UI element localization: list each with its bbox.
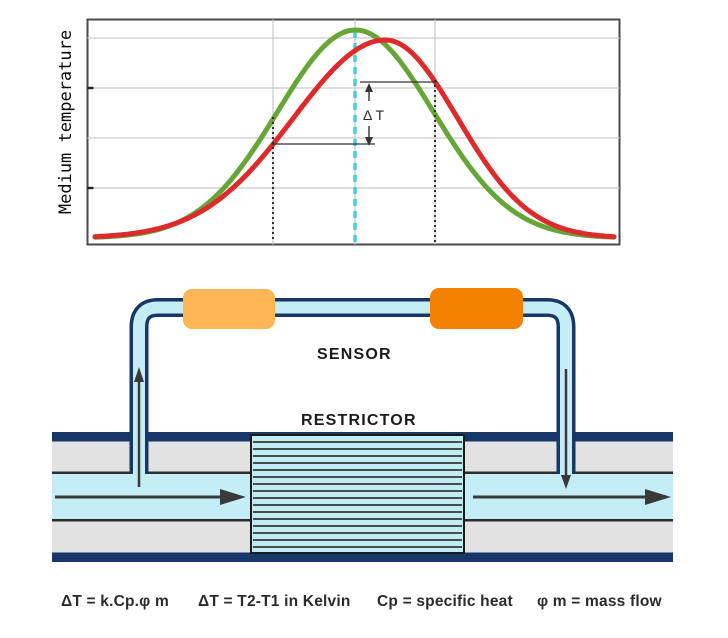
formula-cp-definition: Cp = specific heat <box>377 593 513 610</box>
sensor-label: SENSOR <box>317 346 392 363</box>
formula-bar: ΔT = k.Cp.φ m ΔT = T2-T1 in Kelvin Cp = … <box>0 588 728 618</box>
delta-t-down-arrowhead <box>365 137 373 146</box>
restrictor-label: RESTRICTOR <box>301 412 417 429</box>
formula-phi-m-definition: φ m = mass flow <box>537 593 662 610</box>
capillary-down-arrowhead <box>561 475 571 489</box>
chart-plot-svg: Δ T <box>86 18 621 246</box>
delta-t-up-arrowhead <box>365 83 373 92</box>
capillary-up-arrowhead <box>134 367 144 382</box>
downstream-sensor-block <box>430 288 523 329</box>
upstream-sensor-block <box>183 289 275 329</box>
y-axis-label: Medium temperature <box>56 29 76 215</box>
outlet-flow-arrowhead <box>645 489 671 505</box>
restrictor-hatch-lines <box>253 441 462 548</box>
inlet-flow-arrowhead <box>220 489 246 505</box>
diagram-svg <box>52 288 673 562</box>
flow-profile-curve <box>92 37 617 240</box>
pipe-outer-border-bottom <box>52 552 673 562</box>
delta-t-label: Δ T <box>363 107 384 123</box>
temperature-chart-section: Medium temperature Δ T <box>0 0 728 262</box>
capillary-tube-fluid <box>133 301 572 482</box>
restrictor-block <box>250 434 465 554</box>
sensor-restrictor-diagram: SENSOR RESTRICTOR <box>0 262 728 588</box>
formula-delta-t: ΔT = k.Cp.φ m <box>61 593 169 610</box>
formula-delta-t-definition: ΔT = T2-T1 in Kelvin <box>198 593 351 610</box>
